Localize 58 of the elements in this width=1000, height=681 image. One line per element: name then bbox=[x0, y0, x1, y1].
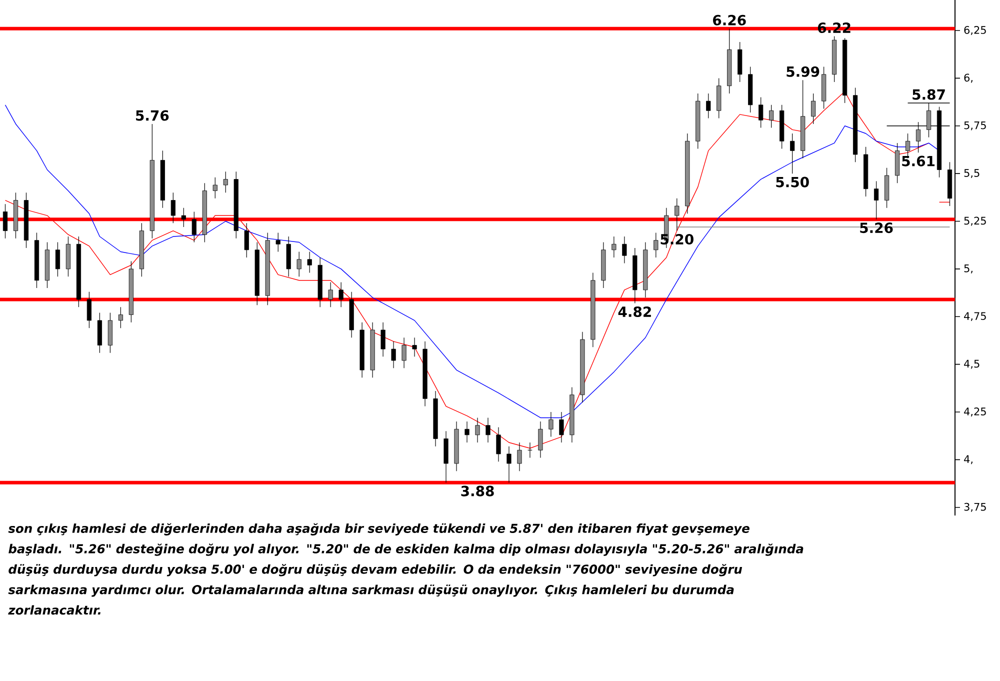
candlestick bbox=[223, 171, 228, 193]
candlestick bbox=[790, 133, 795, 174]
candlestick bbox=[2, 204, 8, 239]
candlestick bbox=[244, 222, 249, 258]
annotation: 3.88 bbox=[461, 486, 494, 496]
candlestick bbox=[170, 192, 176, 224]
y-tick-label: 5, bbox=[964, 264, 972, 274]
candlestick bbox=[486, 417, 490, 443]
annotation: 5.26 bbox=[860, 222, 893, 234]
candlestick bbox=[874, 180, 879, 220]
candlestick bbox=[622, 236, 627, 264]
annotation: 5.50 bbox=[776, 176, 809, 188]
candlestick bbox=[307, 251, 312, 274]
annotation: 5.76 bbox=[136, 110, 169, 121]
y-tick-label: 5,5 bbox=[964, 169, 980, 178]
annotation: 6.26 bbox=[713, 14, 746, 26]
y-tick-label: 5,75 bbox=[964, 121, 986, 130]
text: son çıkış hamlesi de diğerlerinden daha aşağıda bir seviyede tükendi ve 5.87' den itibaren fiyat gevşemeye başladı. "5.26" desteğine doğru yol alıyor. "5.20" de de eskiden kalma dip olması dolayısıyla "5.20-5.26" aralığında düşüş durduysa durdu yoksa 5.00' e doğru düşüş devam edebilir. O da endeksin "76000" seviyesine doğru sarkmasına yardımcı olur. Ortalamalarında altına sarkması düşüşü onaylıyor. Çıkış hamleleri bu durumda zorlanacaktır. bbox=[8, 523, 804, 615]
candlestick bbox=[769, 104, 774, 128]
candlestick bbox=[412, 337, 417, 357]
candlestick bbox=[612, 236, 616, 258]
y-tick-label: 4, bbox=[964, 455, 972, 464]
candlestick bbox=[475, 417, 480, 443]
y-tick-label: 6, bbox=[964, 74, 972, 83]
candlestick bbox=[55, 242, 60, 277]
candlestick bbox=[548, 412, 554, 438]
candlestick bbox=[538, 421, 543, 458]
y-tick-label: 4,25 bbox=[964, 408, 986, 416]
candlestick bbox=[181, 208, 186, 228]
annotation: 5.87 bbox=[912, 89, 945, 100]
candlestick bbox=[654, 232, 658, 258]
candlestick bbox=[380, 322, 386, 357]
annotation: 4.82 bbox=[618, 306, 651, 318]
candlestick bbox=[559, 412, 564, 443]
annotation: 5.61 bbox=[902, 156, 935, 166]
candlestick bbox=[276, 232, 280, 252]
candlestick bbox=[811, 93, 816, 124]
candlestick bbox=[192, 211, 196, 243]
candlestick bbox=[496, 426, 501, 462]
y-tick-label: 4,75 bbox=[964, 312, 986, 322]
candlestick bbox=[506, 446, 512, 483]
candlestick bbox=[706, 93, 711, 119]
y-tick-label: 4,5 bbox=[964, 360, 980, 369]
candlestick bbox=[296, 251, 302, 277]
candlestick bbox=[118, 306, 123, 328]
candlestick bbox=[391, 341, 396, 368]
annotation: 5.99 bbox=[786, 66, 820, 77]
candlestick bbox=[212, 177, 218, 199]
candlestick bbox=[86, 292, 92, 328]
candlestick bbox=[402, 337, 406, 368]
candlestick bbox=[338, 282, 344, 308]
y-tick-label: 6,25 bbox=[964, 26, 986, 36]
candlestick bbox=[517, 442, 522, 472]
y-tick-label: 3,75 bbox=[964, 502, 986, 512]
candlestick bbox=[758, 96, 764, 128]
y-tick-label: 5,25 bbox=[964, 216, 986, 226]
candlestick bbox=[464, 421, 470, 443]
candlestick bbox=[328, 282, 333, 308]
